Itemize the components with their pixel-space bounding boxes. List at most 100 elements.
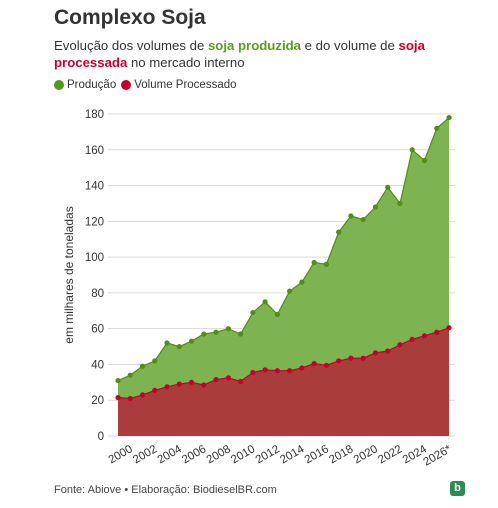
processed-point[interactable]: [262, 367, 268, 373]
processed-point[interactable]: [299, 365, 305, 371]
processed-point[interactable]: [360, 355, 366, 361]
y-tick-label: 100: [85, 252, 104, 264]
processed-point[interactable]: [213, 377, 219, 383]
processed-line: [117, 327, 450, 400]
x-tick-label: 2022: [376, 443, 404, 466]
y-tick-label: 180: [85, 109, 104, 121]
production-point[interactable]: [115, 377, 121, 384]
legend-dot-icon: [121, 80, 132, 90]
subtitle-text: no mercado interno: [127, 55, 245, 70]
x-tick-label: 2004: [156, 443, 185, 466]
x-tick-label: 2012: [254, 443, 282, 466]
x-tick-label: 2026*: [421, 443, 453, 469]
legend-label: Volume Processado: [134, 79, 237, 91]
production-point[interactable]: [299, 279, 305, 285]
production-point[interactable]: [323, 261, 330, 267]
production-point[interactable]: [164, 340, 170, 346]
processed-point[interactable]: [201, 382, 207, 388]
x-tick-label: 2018: [327, 443, 355, 466]
production-point[interactable]: [397, 200, 403, 207]
production-point[interactable]: [446, 114, 452, 121]
chart-title: Complexo Soja: [54, 6, 206, 29]
production-point[interactable]: [152, 358, 158, 364]
production-point[interactable]: [188, 338, 195, 344]
processed-point[interactable]: [139, 392, 146, 398]
processed-point[interactable]: [311, 360, 317, 367]
y-tick-label: 140: [85, 181, 104, 193]
production-point[interactable]: [237, 331, 244, 337]
processed-point[interactable]: [152, 387, 158, 393]
biodieselbr-logo-icon[interactable]: b: [450, 481, 465, 496]
y-tick-label: 160: [85, 145, 104, 157]
legend-item-production[interactable]: Produção: [54, 79, 116, 91]
y-tick-label: 120: [85, 216, 104, 228]
y-tick-label: 40: [91, 359, 104, 371]
production-point[interactable]: [262, 299, 268, 305]
x-tick-label: 2020: [352, 443, 380, 466]
production-point[interactable]: [348, 213, 354, 219]
x-tick-labels: 2000200220042006200820102012201420162018…: [107, 443, 454, 469]
production-point[interactable]: [139, 363, 146, 369]
x-tick-label: 2008: [205, 443, 233, 466]
processed-point[interactable]: [188, 379, 195, 385]
processed-point[interactable]: [348, 355, 354, 361]
subtitle-text: Evolução dos volumes de: [54, 38, 208, 53]
processed-point[interactable]: [372, 350, 379, 356]
y-tick-label: 0: [98, 431, 104, 443]
x-tick-label: 2010: [229, 443, 257, 466]
production-point[interactable]: [213, 329, 219, 335]
processed-point[interactable]: [250, 369, 256, 376]
production-point[interactable]: [225, 326, 231, 332]
production-point[interactable]: [274, 311, 280, 317]
production-point[interactable]: [250, 309, 256, 316]
production-point[interactable]: [176, 343, 182, 350]
production-point[interactable]: [336, 229, 342, 235]
legend-dot-icon: [54, 80, 64, 90]
processed-point[interactable]: [336, 358, 342, 364]
y-tick-label: 20: [91, 395, 104, 407]
processed-point[interactable]: [409, 336, 415, 342]
processed-point[interactable]: [397, 342, 403, 348]
subtitle-highlight-processed: soja processada: [54, 38, 425, 70]
processed-point[interactable]: [176, 381, 182, 387]
processed-point[interactable]: [164, 384, 170, 390]
y-tick-label: 60: [91, 324, 104, 336]
processed-point[interactable]: [127, 395, 133, 402]
processed-point[interactable]: [446, 325, 452, 331]
production-point[interactable]: [360, 216, 366, 223]
processed-point[interactable]: [323, 362, 330, 368]
processed-point[interactable]: [237, 378, 244, 385]
processed-point[interactable]: [434, 329, 440, 335]
production-point[interactable]: [409, 147, 415, 153]
legend-item-processed[interactable]: Volume Processado: [121, 79, 237, 91]
production-point[interactable]: [201, 331, 207, 337]
production-point[interactable]: [421, 157, 428, 164]
legend-label: Produção: [67, 79, 117, 91]
y-axis-label: em milhares de toneladas: [62, 206, 76, 343]
x-tick-label: 2016: [303, 443, 331, 466]
source-credit: Fonte: Abiove • Elaboração: BiodieselBR.…: [54, 484, 277, 496]
processed-area: [118, 327, 449, 436]
processed-point[interactable]: [115, 394, 121, 401]
legend: Produção Volume Processado: [54, 79, 242, 91]
production-point[interactable]: [287, 288, 293, 294]
production-point[interactable]: [372, 204, 379, 210]
production-point[interactable]: [311, 259, 317, 266]
processed-point[interactable]: [385, 348, 391, 354]
x-tick-label: 2014: [278, 443, 307, 466]
subtitle-highlight-production: soja produzida: [207, 38, 302, 53]
production-line: [117, 117, 450, 382]
production-point[interactable]: [434, 125, 440, 131]
data-points: [115, 114, 452, 402]
processed-point[interactable]: [225, 375, 231, 381]
y-tick-label: 80: [91, 288, 104, 300]
x-tick-label: 2000: [107, 443, 135, 466]
production-point[interactable]: [127, 372, 133, 378]
processed-point[interactable]: [274, 368, 280, 374]
processed-point[interactable]: [421, 333, 428, 339]
subtitle-text: e do volume de: [301, 38, 399, 53]
production-point[interactable]: [385, 184, 391, 190]
chart-subtitle: Evolução dos volumes de soja produzida e…: [54, 37, 454, 71]
processed-point[interactable]: [287, 368, 293, 374]
